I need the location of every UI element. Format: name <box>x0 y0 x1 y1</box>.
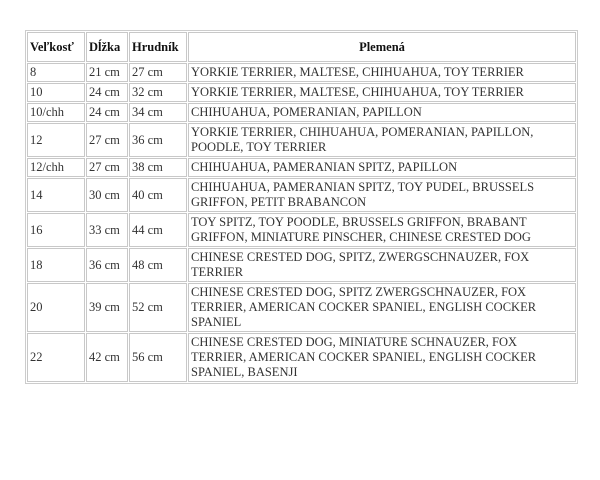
breeds-cell: YORKIE TERRIER, MALTESE, CHIHUAHUA, TOY … <box>188 83 576 102</box>
length-cell: 42 cm <box>86 333 128 382</box>
size-table: Veľkosť Dĺžka Hrudník Plemená 8 21 cm 27 c… <box>25 30 578 384</box>
length-cell: 30 cm <box>86 178 128 212</box>
chest-cell: 44 cm <box>129 213 187 247</box>
table-row: 8 21 cm 27 cm YORKIE TERRIER, MALTESE, CHIH… <box>27 63 576 82</box>
breeds-cell: YORKIE TERRIER, MALTESE, CHIHUAHUA, TOY … <box>188 63 576 82</box>
length-cell: 21 cm <box>86 63 128 82</box>
size-cell: 12/chh <box>27 158 85 177</box>
chest-cell: 32 cm <box>129 83 187 102</box>
chest-cell: 38 cm <box>129 158 187 177</box>
chest-cell: 34 cm <box>129 103 187 122</box>
length-cell: 24 cm <box>86 103 128 122</box>
size-cell: 18 <box>27 248 85 282</box>
table-body: 8 21 cm 27 cm YORKIE TERRIER, MALTESE, CHIH… <box>27 63 576 382</box>
size-cell: 22 <box>27 333 85 382</box>
table-row: 16 33 cm 44 cm TOY SPITZ, TOY POODLE, BRUSS… <box>27 213 576 247</box>
chest-cell: 40 cm <box>129 178 187 212</box>
table-row: 20 39 cm 52 cm CHINESE CRESTED DOG, SPITZ Z… <box>27 283 576 332</box>
header-length: Dĺžka <box>86 32 128 62</box>
length-cell: 36 cm <box>86 248 128 282</box>
breeds-cell: CHIHUAHUA, POMERANIAN, PAPILLON <box>188 103 576 122</box>
size-cell: 10/chh <box>27 103 85 122</box>
table-row: 12 27 cm 36 cm YORKIE TERRIER, CHIHUAHUA, P… <box>27 123 576 157</box>
length-cell: 33 cm <box>86 213 128 247</box>
length-cell: 27 cm <box>86 123 128 157</box>
breeds-cell: YORKIE TERRIER, CHIHUAHUA, POMERANIAN, P… <box>188 123 576 157</box>
table-row: 14 30 cm 40 cm CHIHUAHUA, PAMERANIAN SPITZ,… <box>27 178 576 212</box>
chest-cell: 27 cm <box>129 63 187 82</box>
breeds-cell: CHIHUAHUA, PAMERANIAN SPITZ, TOY PUDEL, … <box>188 178 576 212</box>
length-cell: 39 cm <box>86 283 128 332</box>
chest-cell: 48 cm <box>129 248 187 282</box>
breeds-cell: TOY SPITZ, TOY POODLE, BRUSSELS GRIFFON,… <box>188 213 576 247</box>
table-row: 10 24 cm 32 cm YORKIE TERRIER, MALTESE, CHI… <box>27 83 576 102</box>
chest-cell: 52 cm <box>129 283 187 332</box>
breeds-cell: CHINESE CRESTED DOG, SPITZ ZWERGSCHNAUZE… <box>188 283 576 332</box>
size-cell: 20 <box>27 283 85 332</box>
length-cell: 27 cm <box>86 158 128 177</box>
header-breeds: Plemená <box>188 32 576 62</box>
breeds-cell: CHINESE CRESTED DOG, SPITZ, ZWERGSCHNAUZ… <box>188 248 576 282</box>
table-row: 18 36 cm 48 cm CHINESE CRESTED DOG, SPITZ, … <box>27 248 576 282</box>
header-row: Veľkosť Dĺžka Hrudník Plemená <box>27 32 576 62</box>
size-cell: 8 <box>27 63 85 82</box>
table-row: 22 42 cm 56 cm CHINESE CRESTED DOG, MINIATU… <box>27 333 576 382</box>
table-row: 12/chh 27 cm 38 cm CHIHUAHUA, PAMERANIAN SP… <box>27 158 576 177</box>
chest-cell: 36 cm <box>129 123 187 157</box>
length-cell: 24 cm <box>86 83 128 102</box>
size-cell: 16 <box>27 213 85 247</box>
size-cell: 10 <box>27 83 85 102</box>
size-cell: 12 <box>27 123 85 157</box>
table-row: 10/chh 24 cm 34 cm CHIHUAHUA, POMERANIAN, P… <box>27 103 576 122</box>
breeds-cell: CHINESE CRESTED DOG, MINIATURE SCHNAUZER… <box>188 333 576 382</box>
header-size: Veľkosť <box>27 32 85 62</box>
size-cell: 14 <box>27 178 85 212</box>
breeds-cell: CHIHUAHUA, PAMERANIAN SPITZ, PAPILLON <box>188 158 576 177</box>
header-chest: Hrudník <box>129 32 187 62</box>
chest-cell: 56 cm <box>129 333 187 382</box>
